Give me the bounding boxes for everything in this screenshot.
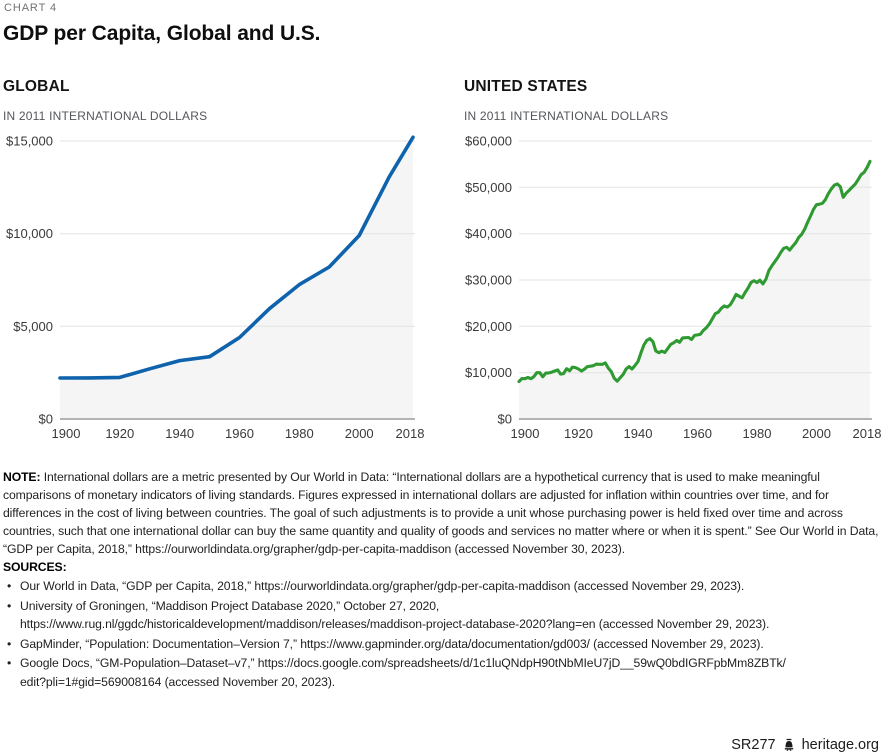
x-tick-label: 1940	[624, 426, 653, 441]
x-tick-label: 1900	[511, 426, 540, 441]
source-item: Google Docs, “GM-Population–Dataset–v7,”…	[3, 654, 881, 691]
y-tick-label: $20,000	[465, 319, 512, 334]
x-tick-label: 2000	[802, 426, 831, 441]
x-tick-label: 1920	[564, 426, 593, 441]
gdp-line	[517, 159, 872, 384]
y-tick-label: $15,000	[6, 135, 53, 149]
x-tick-label: 2018	[396, 426, 425, 441]
us-chart-subtitle: IN 2011 INTERNATIONAL DOLLARS	[464, 109, 669, 123]
x-tick-label: 1980	[285, 426, 314, 441]
global-gdp-area-chart: $0 $5,000 $10,000 $15,000 1900 1920 1940 1960 19…	[6, 135, 425, 441]
y-tick-label: $40,000	[465, 226, 512, 241]
note-paragraph: NOTE: International dollars are a metric…	[3, 468, 881, 558]
y-tick-label: $30,000	[465, 273, 512, 288]
sources-list: Our World in Data, “GDP per Capita, 2018…	[3, 577, 881, 691]
x-tick-label: 1920	[105, 426, 134, 441]
note-label: NOTE:	[3, 470, 41, 484]
site-name: heritage.org	[801, 737, 879, 753]
y-tick-label: $0	[39, 412, 53, 427]
note-text: International dollars are a metric prese…	[3, 470, 879, 556]
x-tick-label: 1960	[225, 426, 254, 441]
us-chart-title: UNITED STATES	[464, 78, 588, 95]
y-tick-label: $50,000	[465, 180, 512, 195]
area-fill	[519, 161, 870, 419]
footer: SR277 heritage.org	[731, 737, 879, 753]
global-chart-subtitle: IN 2011 INTERNATIONAL DOLLARS	[3, 109, 208, 123]
y-tick-label: $10,000	[465, 365, 512, 380]
y-tick-label: $60,000	[465, 135, 512, 149]
x-tick-label: 1980	[743, 426, 772, 441]
source-item: GapMinder, “Population: Documentation–Ve…	[3, 635, 881, 654]
area-fill	[60, 137, 413, 420]
heritage-bell-icon	[784, 738, 793, 751]
global-chart-title: GLOBAL	[3, 78, 70, 95]
y-tick-label: $5,000	[13, 319, 53, 334]
us-gdp-area-chart: $0 $10,000 $20,000 $30,000 $40,000 $50,000 $60…	[465, 135, 882, 441]
y-tick-label: $0	[498, 412, 512, 427]
y-tick-label: $10,000	[6, 226, 53, 241]
us-chart-block: UNITED STATES IN 2011 INTERNATIONAL DOLL…	[464, 78, 884, 449]
chart-number-label: CHART 4	[4, 2, 57, 14]
report-id: SR277	[731, 737, 776, 753]
x-tick-label: 1900	[52, 426, 81, 441]
x-tick-label: 1960	[683, 426, 712, 441]
x-tick-label: 2018	[853, 426, 882, 441]
notes-and-sources: NOTE: International dollars are a metric…	[3, 468, 881, 691]
page-title: GDP per Capita, Global and U.S.	[3, 22, 321, 45]
sources-label: SOURCES:	[3, 560, 67, 574]
source-item: University of Groningen, “Maddison Proje…	[3, 597, 881, 634]
source-item: Our World in Data, “GDP per Capita, 2018…	[3, 577, 881, 596]
global-chart-block: GLOBAL IN 2011 INTERNATIONAL DOLLARS $0 $…	[3, 78, 425, 449]
gdp-line	[58, 135, 415, 380]
x-tick-label: 2000	[345, 426, 374, 441]
x-tick-label: 1940	[165, 426, 194, 441]
